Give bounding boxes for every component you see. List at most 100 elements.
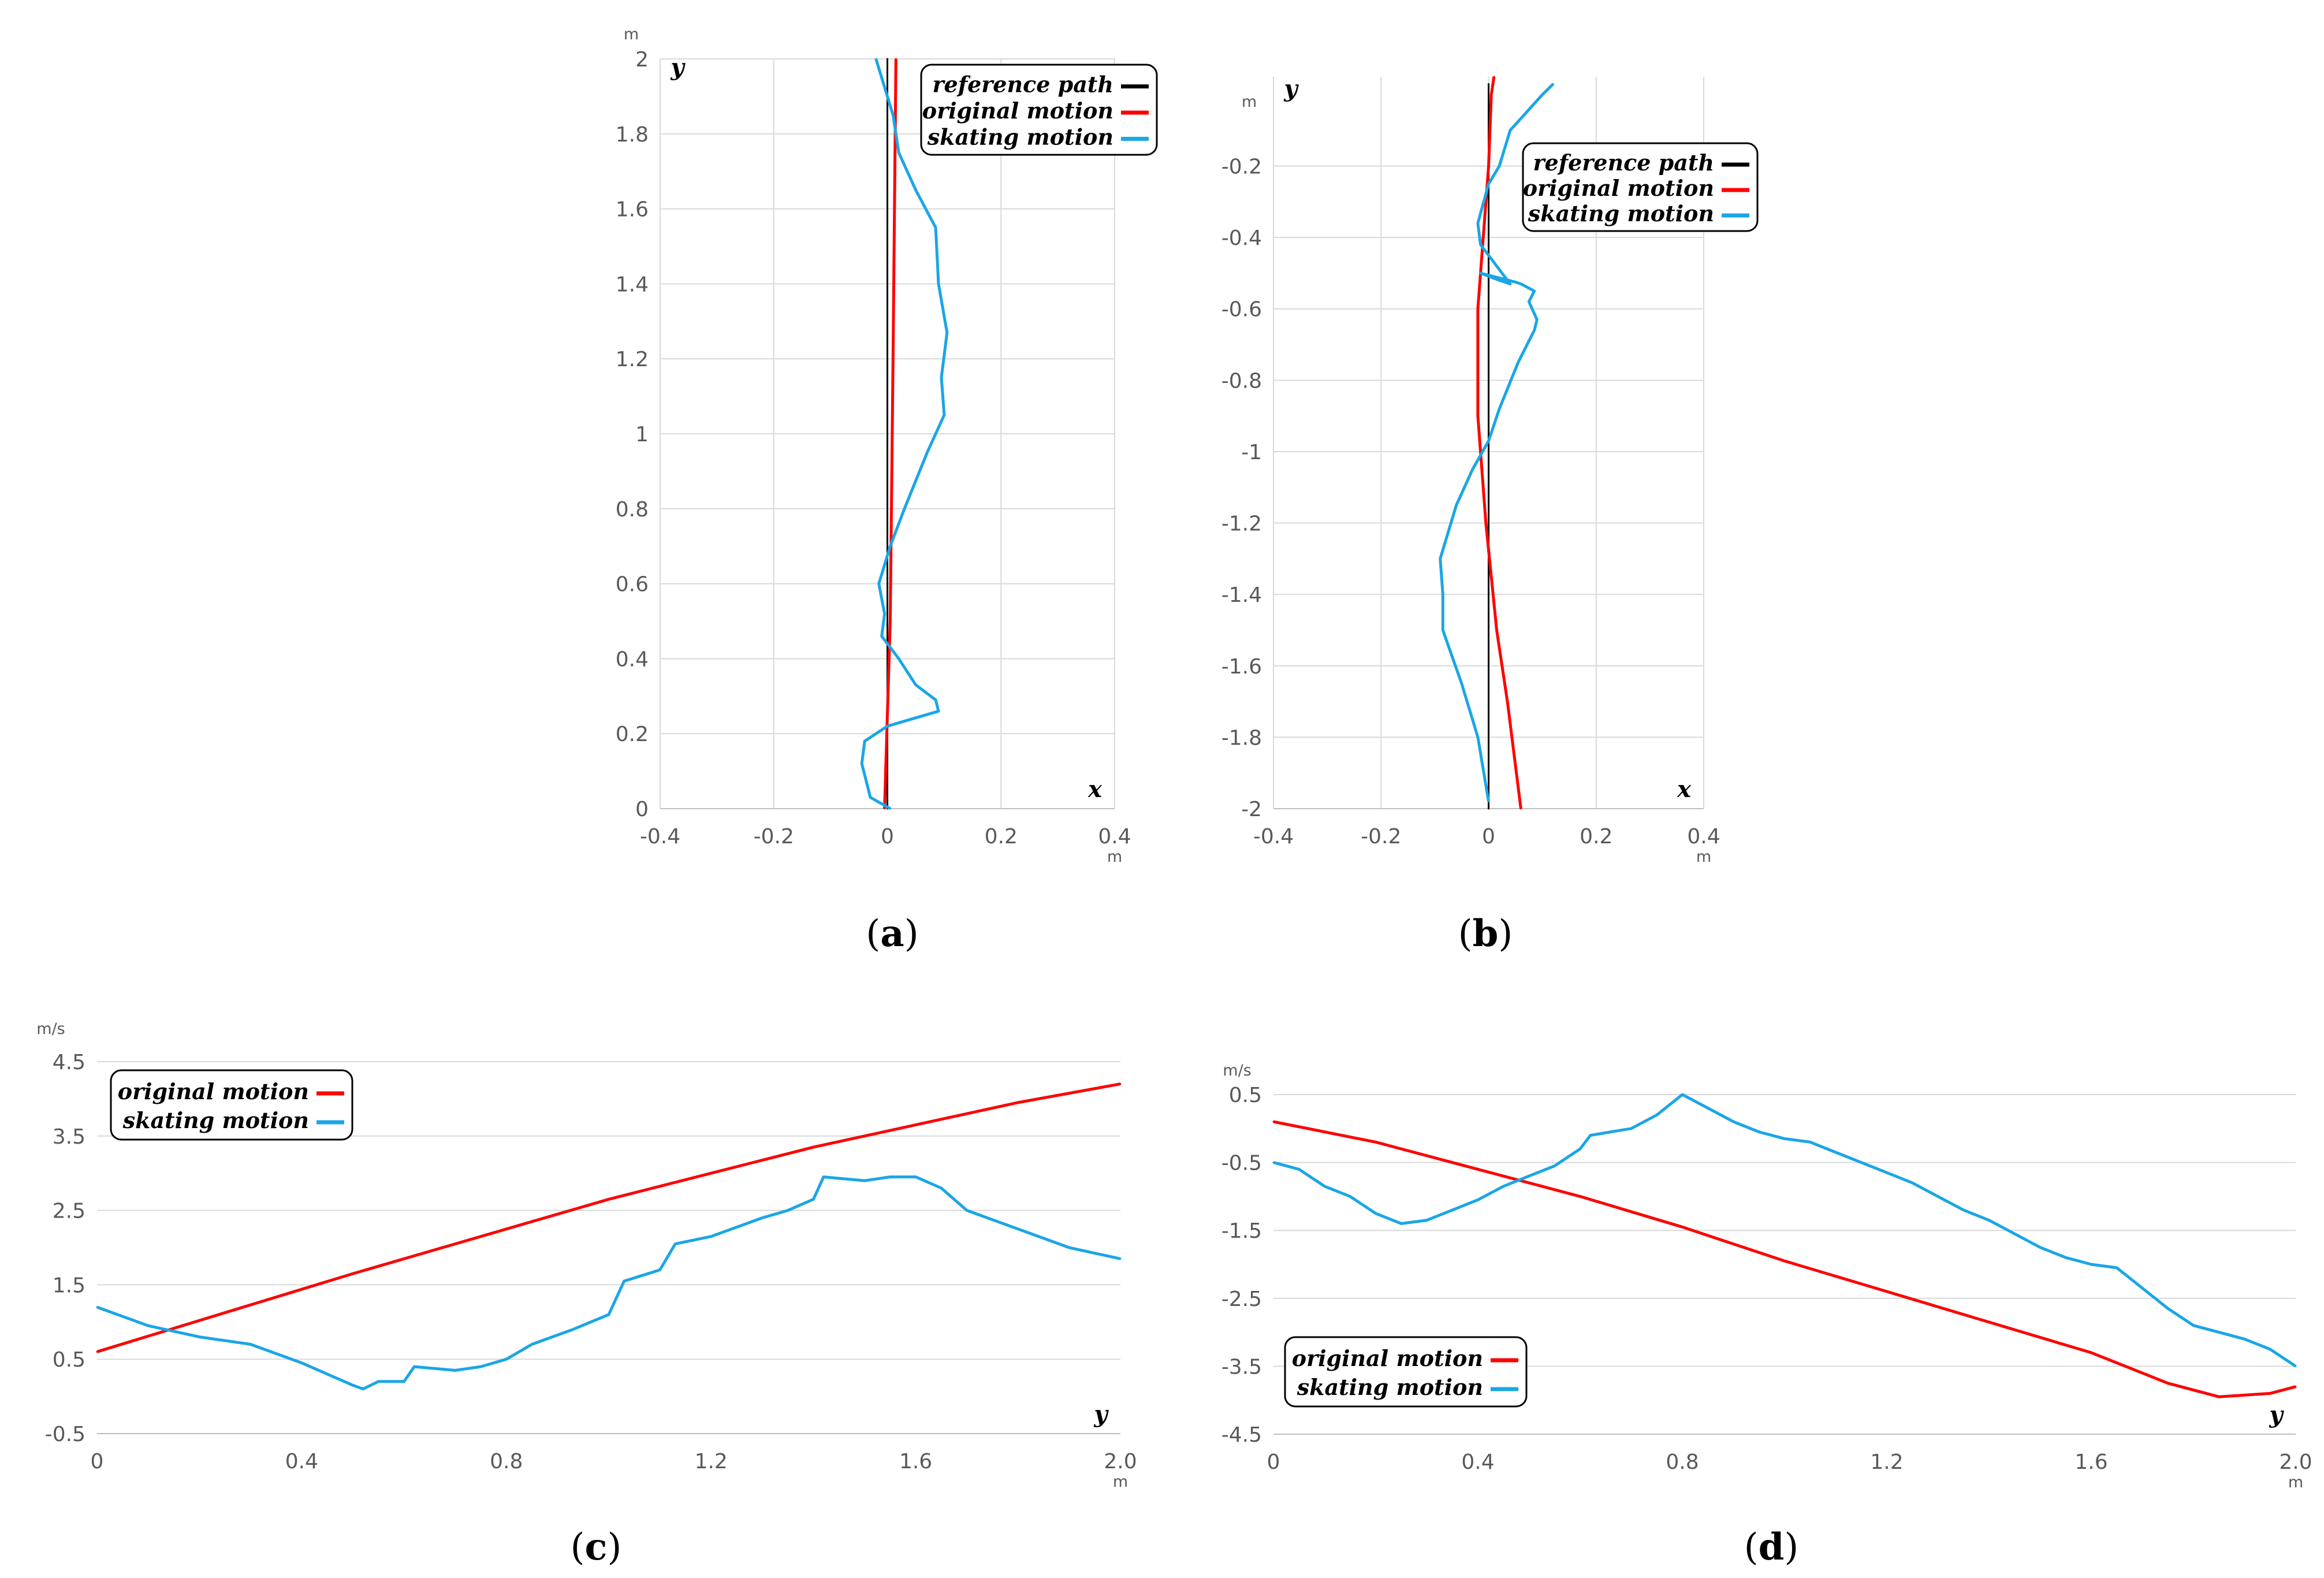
data-point xyxy=(1783,1137,1786,1140)
y-tick-label: -3.5 xyxy=(1221,1355,1262,1379)
y-tick-label: 0.2 xyxy=(616,723,649,746)
data-point xyxy=(1439,557,1442,560)
series-line-original-motion xyxy=(96,1082,1121,1353)
data-point xyxy=(623,1280,625,1282)
x-tick-label: -0.2 xyxy=(754,825,794,848)
series-group xyxy=(860,58,949,810)
x-tick-label: -0.4 xyxy=(640,825,680,848)
data-point xyxy=(531,1343,533,1345)
data-point xyxy=(1552,83,1554,85)
data-point xyxy=(812,1198,814,1200)
y-tick-label: 1.2 xyxy=(616,348,649,371)
data-point xyxy=(1477,308,1479,310)
data-point xyxy=(1017,1101,1019,1104)
series-group xyxy=(1439,76,1555,810)
data-point xyxy=(1509,129,1511,132)
data-point xyxy=(1579,1195,1581,1197)
data-point xyxy=(1809,1141,1811,1143)
data-point xyxy=(1988,1321,1990,1323)
x-axis-label: x xyxy=(1087,776,1103,803)
data-point xyxy=(352,1384,354,1386)
subfigure-label: (d) xyxy=(1744,1525,1799,1569)
data-point xyxy=(2167,1307,2169,1309)
data-point xyxy=(878,583,880,585)
data-point xyxy=(608,1198,610,1200)
data-point xyxy=(1681,1226,1684,1228)
legend-box xyxy=(110,1069,353,1141)
y-unit-label: m/s xyxy=(1223,1062,1251,1080)
data-point xyxy=(1514,281,1517,283)
data-point xyxy=(2218,1395,2220,1398)
data-point xyxy=(1477,415,1479,417)
data-point xyxy=(966,1209,968,1212)
data-point xyxy=(2065,1256,2067,1259)
data-point xyxy=(884,807,886,810)
y-tick-label: 1.6 xyxy=(616,198,649,222)
data-point xyxy=(1482,236,1484,239)
y-tick-label: -1.8 xyxy=(1221,726,1262,750)
data-point xyxy=(1525,111,1528,114)
x-tick-label: 1.6 xyxy=(899,1450,932,1473)
data-point xyxy=(1442,593,1444,596)
data-point xyxy=(926,451,928,453)
data-point xyxy=(1488,801,1489,803)
data-point xyxy=(1488,440,1489,442)
data-point xyxy=(895,58,897,60)
x-unit-label: m xyxy=(2288,1473,2303,1491)
x-tick-label: 0.2 xyxy=(985,825,1018,848)
y-tick-label: -2 xyxy=(1241,798,1262,821)
data-point xyxy=(1442,629,1444,631)
data-point xyxy=(881,635,883,637)
series-line-skating-motion xyxy=(96,1175,1121,1391)
y-tick-label: 0.5 xyxy=(53,1348,85,1372)
x-tick-label: 0.4 xyxy=(285,1450,318,1473)
legend-entry-label: skating motion xyxy=(927,124,1113,150)
data-point xyxy=(1502,1185,1504,1188)
x-tick-label: 0 xyxy=(1482,825,1495,848)
x-tick-label: 0.2 xyxy=(1580,825,1612,848)
y-tick-label: 2 xyxy=(635,48,649,72)
data-point xyxy=(915,684,917,686)
data-point xyxy=(761,1216,764,1219)
x-tick-label: 1.2 xyxy=(1870,1450,1903,1474)
data-point xyxy=(2269,1392,2271,1394)
data-point xyxy=(822,1176,825,1178)
data-point xyxy=(1480,272,1482,274)
legend-entry-label: original motion xyxy=(118,1078,309,1104)
data-point xyxy=(1509,282,1511,285)
data-point xyxy=(2013,1233,2016,1235)
data-point xyxy=(362,1388,364,1390)
data-point xyxy=(1519,282,1522,285)
data-point xyxy=(1477,736,1479,738)
subfigure-label: (b) xyxy=(1458,912,1513,955)
data-point xyxy=(454,1369,456,1372)
data-point xyxy=(674,1243,676,1245)
data-point xyxy=(1488,165,1489,168)
data-point xyxy=(897,151,900,154)
data-point xyxy=(326,1373,329,1375)
y-tick-label: 1.4 xyxy=(616,273,649,296)
panel-b-chart: -2 -1.8 -1.6 -1.4 -1.2 -1 -0.8 -0.6 -0.4 -0.2 -0.4… xyxy=(1221,75,1759,955)
data-point xyxy=(1536,318,1538,321)
data-point xyxy=(377,1380,379,1383)
x-unit-label: m xyxy=(1696,848,1711,866)
data-point xyxy=(2192,1324,2195,1327)
y-tick-label: -1 xyxy=(1241,441,1262,464)
data-point xyxy=(1533,329,1536,332)
y-tick-label: 3.5 xyxy=(53,1125,85,1149)
data-point xyxy=(1911,1182,1913,1184)
x-tick-label: 0 xyxy=(91,1450,104,1473)
x-unit-label: m xyxy=(1113,1473,1128,1491)
data-point xyxy=(1451,1209,1454,1211)
x-tick-label: 0.4 xyxy=(1687,825,1720,848)
data-point xyxy=(1495,629,1498,631)
y-unit-label: m xyxy=(1242,93,1257,111)
data-point xyxy=(863,740,866,742)
y-tick-label: 1 xyxy=(635,423,649,446)
data-point xyxy=(505,1358,508,1360)
data-point xyxy=(1490,94,1492,96)
data-point xyxy=(884,613,886,615)
data-point xyxy=(1324,1185,1325,1188)
data-point xyxy=(2244,1338,2245,1340)
data-point xyxy=(1272,1162,1275,1164)
